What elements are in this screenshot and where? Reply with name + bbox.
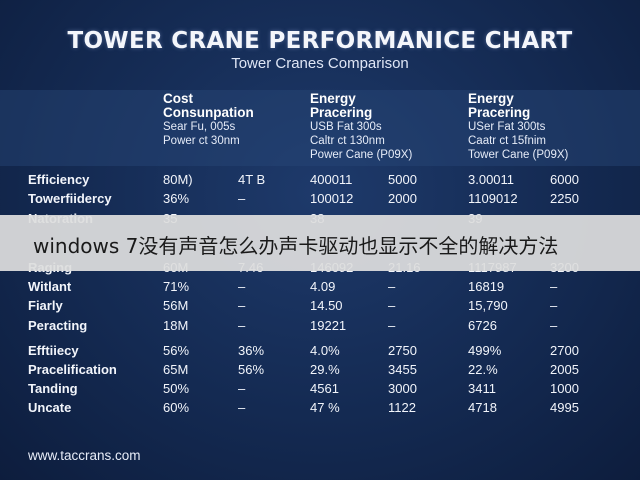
column-3-sub-line2: Caatr ct 15fnim [468, 135, 546, 147]
table-cell: – [238, 381, 246, 396]
column-1-heading-line2: Consunpation [163, 105, 254, 120]
table-cell: 3.00011 [468, 172, 515, 187]
table-cell: 1000 [550, 381, 579, 396]
column-3-heading-line2: Pracering [468, 105, 531, 120]
table-cell: – [388, 318, 396, 333]
column-3-sub-line1: USer Fat 300ts [468, 121, 546, 133]
table-cell: 4.0% [310, 343, 340, 358]
overlay-banner: windows 7没有声音怎么办声卡驱动也显示不全的解决方法 [0, 215, 640, 271]
column-3-sub-line3: Tower Cane (P09X) [468, 149, 569, 161]
row-label: Tanding [28, 381, 78, 396]
table-cell: 4995 [550, 400, 579, 415]
table-cell: 36% [163, 191, 190, 206]
table-cell: – [388, 298, 396, 313]
table-cell: 56% [238, 362, 265, 377]
table-cell: 16819 [468, 279, 505, 294]
column-1-heading-line1: Cost [163, 91, 193, 106]
row-label: Peracting [28, 318, 88, 333]
column-header-1: Cost Consunpation Sear Fu, 005s Power ct… [163, 92, 254, 148]
table-cell: 50% [163, 381, 190, 396]
table-cell: 56% [163, 343, 190, 358]
table-cell: 4561 [310, 381, 339, 396]
table-cell: 3455 [388, 362, 417, 377]
table-cell: 14.50 [310, 298, 343, 313]
table-cell: 5000 [388, 172, 417, 187]
chart-subtitle: Tower Cranes Comparison [231, 55, 409, 72]
table-row: Efftiiecy 56% 36% 4.0% 2750 499% 2700 [0, 343, 640, 363]
table-cell: 56M [163, 298, 189, 313]
table-cell: 4718 [468, 400, 497, 415]
row-label: Witlant [28, 279, 72, 294]
column-2-sub-line1: USB Fat 300s [310, 121, 382, 133]
table-cell: 19221 [310, 318, 347, 333]
table-cell: 22.% [468, 362, 498, 377]
table-cell: 29.% [310, 362, 340, 377]
table-cell: – [388, 279, 396, 294]
table-cell: – [238, 279, 246, 294]
table-cell: 65M [163, 362, 189, 377]
table-cell: 1122 [388, 400, 416, 415]
table-cell: – [550, 298, 558, 313]
row-label: Uncate [28, 400, 72, 415]
row-label: Efftiiecy [28, 343, 79, 358]
column-3-heading-line1: Energy [468, 91, 514, 106]
table-cell: 100012 [310, 191, 354, 206]
overlay-banner-text: windows 7没有声音怎么办声卡驱动也显示不全的解决方法 [33, 234, 559, 258]
table-cell: 6726 [468, 318, 497, 333]
table-cell: 15,790 [468, 298, 508, 313]
table-cell: – [550, 279, 558, 294]
table-row: Tanding 50% – 4561 3000 3411 1000 [0, 381, 640, 401]
table-cell: 18M [163, 318, 189, 333]
table-cell: 60% [163, 400, 190, 415]
table-cell: – [238, 318, 246, 333]
table-cell: – [238, 298, 246, 313]
table-cell: 47 % [310, 400, 340, 415]
column-2-heading-line1: Energy [310, 91, 356, 106]
column-header-3: Energy Pracering USer Fat 300ts Caatr ct… [468, 92, 568, 162]
table-cell: 2250 [550, 191, 579, 206]
footer-url: www.taccrans.com [28, 448, 141, 463]
column-header-band [0, 90, 640, 166]
table-cell: 2005 [550, 362, 579, 377]
table-cell: 71% [163, 279, 190, 294]
table-cell: 2750 [388, 343, 417, 358]
table-cell: 36% [238, 343, 265, 358]
column-1-sub-line2: Power ct 30nm [163, 135, 240, 147]
table-cell: 400011 [310, 172, 353, 187]
row-label: Fiarly [28, 298, 63, 313]
row-label: Efficiency [28, 172, 90, 187]
table-row: Uncate 60% – 47 % 1122 4718 4995 [0, 400, 640, 420]
column-2-sub-line2: Caltr ct 130nm [310, 135, 385, 147]
table-cell: 4T B [238, 172, 266, 187]
table-cell: 1109012 [468, 191, 518, 206]
table-cell: – [550, 318, 558, 333]
table-cell: 4.09 [310, 279, 336, 294]
table-cell: 499% [468, 343, 502, 358]
table-cell: 2700 [550, 343, 579, 358]
table-cell: 6000 [550, 172, 579, 187]
table-cell: 80M) [163, 172, 193, 187]
chart-title: TOWER CRANE PERFORMANICE CHART [67, 28, 573, 54]
table-cell: – [238, 400, 246, 415]
table-row: Towerfiidercy 36% – 100012 2000 1109012 2250 [0, 191, 640, 211]
table-row: Pracelification 65M 56% 29.% 3455 22.% 2005 [0, 362, 640, 382]
table-cell: – [238, 191, 246, 206]
table-row: Fiarly 56M – 14.50 – 15,790 – [0, 298, 640, 318]
table-cell: 3411 [468, 381, 496, 396]
table-row: Witlant 71% – 4.09 – 16819 – [0, 279, 640, 299]
row-label: Pracelification [28, 362, 117, 377]
column-header-2: Energy Pracering USB Fat 300s Caltr ct 1… [310, 92, 412, 162]
table-cell: 3000 [388, 381, 417, 396]
column-1-sub-line1: Sear Fu, 005s [163, 121, 236, 133]
table-row: Peracting 18M – 19221 – 6726 – [0, 318, 640, 338]
table-row: Efficiency 80M) 4T B 400011 5000 3.00011 6000 [0, 172, 640, 192]
column-2-sub-line3: Power Cane (P09X) [310, 149, 413, 161]
column-2-heading-line2: Pracering [310, 105, 373, 120]
table-cell: 2000 [388, 191, 417, 206]
row-label: Towerfiidercy [28, 191, 112, 206]
